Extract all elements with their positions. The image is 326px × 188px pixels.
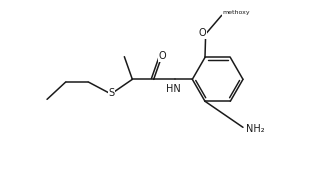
Text: HN: HN <box>166 84 181 94</box>
Text: O: O <box>199 28 206 38</box>
Text: methoxy: methoxy <box>223 10 250 15</box>
Text: O: O <box>158 51 166 61</box>
Text: S: S <box>108 89 114 99</box>
Text: NH₂: NH₂ <box>246 124 264 134</box>
